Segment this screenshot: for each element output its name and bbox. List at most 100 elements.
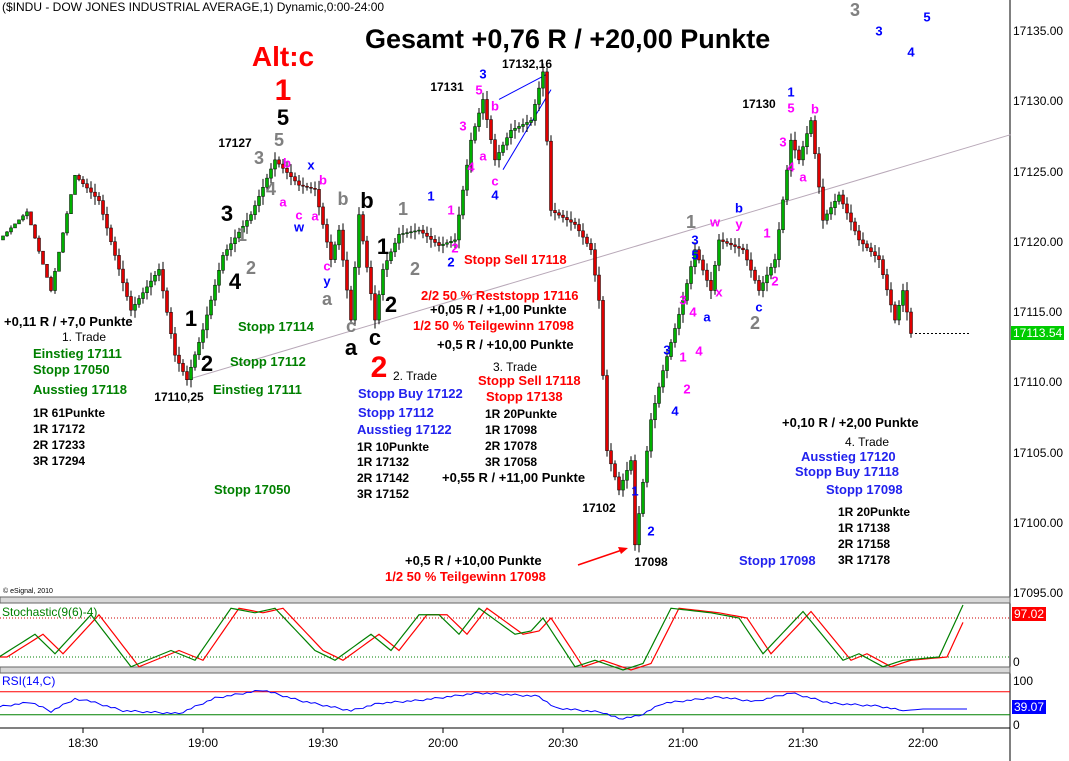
- wave-label: 3: [849, 0, 861, 20]
- candle: [725, 241, 729, 244]
- candle: [277, 159, 281, 165]
- trade-note: +0,5 R / +10,00 Punkte: [405, 553, 542, 568]
- candle: [501, 144, 505, 153]
- copyright: © eSignal, 2010: [3, 588, 53, 595]
- price-tick-label: 17125.00: [1013, 164, 1064, 179]
- candle: [41, 250, 45, 265]
- candle: [657, 386, 661, 404]
- candle: [513, 128, 517, 131]
- trade-note: 1R 61Punkte: [33, 406, 106, 420]
- wave-label: b: [491, 98, 499, 114]
- price-label: 17132,16: [501, 57, 553, 72]
- wave-label: x: [307, 157, 315, 173]
- last-price-tag: 17113.54: [1011, 325, 1065, 340]
- candle: [585, 236, 589, 244]
- wave-label: 5: [923, 9, 931, 25]
- candle: [605, 375, 609, 451]
- price-tick-label: 17115.00: [1013, 305, 1063, 319]
- candle: [113, 241, 117, 256]
- candle: [601, 300, 605, 376]
- candle: [613, 463, 617, 478]
- candle: [213, 284, 217, 301]
- trade-note: 4. Trade: [845, 435, 890, 449]
- candle: [469, 139, 473, 166]
- candle: [105, 214, 109, 229]
- candle: [161, 269, 165, 292]
- candle: [889, 289, 893, 306]
- candle: [9, 227, 13, 233]
- time-tick-label: 22:00: [908, 736, 939, 750]
- candle: [445, 242, 449, 245]
- candle: [717, 239, 721, 266]
- candle: [877, 255, 881, 260]
- candle: [497, 152, 501, 161]
- candle: [337, 229, 341, 246]
- candle: [33, 224, 37, 239]
- candle: [893, 304, 897, 321]
- candle: [857, 230, 861, 241]
- candle: [565, 217, 569, 221]
- candle: [909, 311, 913, 334]
- candle: [245, 220, 249, 227]
- price-tick-label: 17130.00: [1013, 94, 1064, 109]
- wave-label: 1: [679, 349, 687, 365]
- candle: [593, 249, 597, 276]
- channel-line: [498, 73, 548, 100]
- candle: [349, 289, 353, 321]
- candle: [69, 194, 73, 214]
- candle: [429, 236, 433, 240]
- candle: [305, 185, 309, 188]
- candle: [413, 230, 417, 233]
- candle: [365, 240, 369, 268]
- wave-label: c: [491, 173, 499, 189]
- candle: [749, 259, 753, 271]
- wave-label: x: [715, 284, 723, 300]
- candle: [85, 183, 89, 189]
- wave-label: 2: [683, 381, 691, 397]
- candle: [253, 205, 257, 215]
- candle: [197, 342, 201, 356]
- time-tick-label: 19:00: [188, 736, 219, 750]
- candle: [517, 126, 521, 129]
- candle: [73, 175, 77, 195]
- candle: [65, 213, 69, 234]
- candle: [633, 460, 637, 546]
- candle: [209, 299, 213, 316]
- wave-label: 5: [787, 100, 795, 116]
- wave-label: 1: [427, 188, 435, 204]
- candle: [841, 194, 845, 205]
- wave-label: c: [323, 258, 331, 274]
- wave-label: c: [368, 325, 382, 351]
- candle: [137, 298, 141, 305]
- trade-note: 3R 17152: [357, 487, 410, 501]
- candle: [709, 280, 713, 291]
- wave-label: 4: [671, 403, 679, 419]
- trade-note: Stopp 17050: [214, 482, 291, 497]
- price-tick-label: 17110.00: [1013, 375, 1063, 390]
- time-tick-label: 20:00: [428, 736, 459, 750]
- trade-note: 2R 17233: [33, 438, 86, 452]
- candle: [649, 419, 653, 452]
- candle: [689, 266, 693, 284]
- trade-note: Stopp 17112: [230, 354, 306, 369]
- wave-label: 1: [376, 233, 390, 259]
- candle: [661, 370, 665, 388]
- trade-note: Einstieg 17111: [213, 382, 302, 397]
- price-tick-label: 17095.00: [1013, 586, 1064, 600]
- wave-label: a: [279, 194, 287, 210]
- wave-label: 2: [771, 273, 779, 289]
- trade-note: Stopp Buy 17122: [358, 386, 463, 401]
- candle: [865, 243, 869, 249]
- candle: [169, 312, 173, 334]
- candle: [361, 214, 365, 242]
- candle: [193, 354, 197, 368]
- wave-label: 3: [679, 292, 687, 308]
- candle: [257, 196, 261, 206]
- candle: [701, 259, 705, 271]
- candle: [461, 189, 465, 216]
- rsi-tick: 100: [1013, 674, 1034, 688]
- candle: [473, 126, 477, 141]
- candle: [829, 207, 833, 215]
